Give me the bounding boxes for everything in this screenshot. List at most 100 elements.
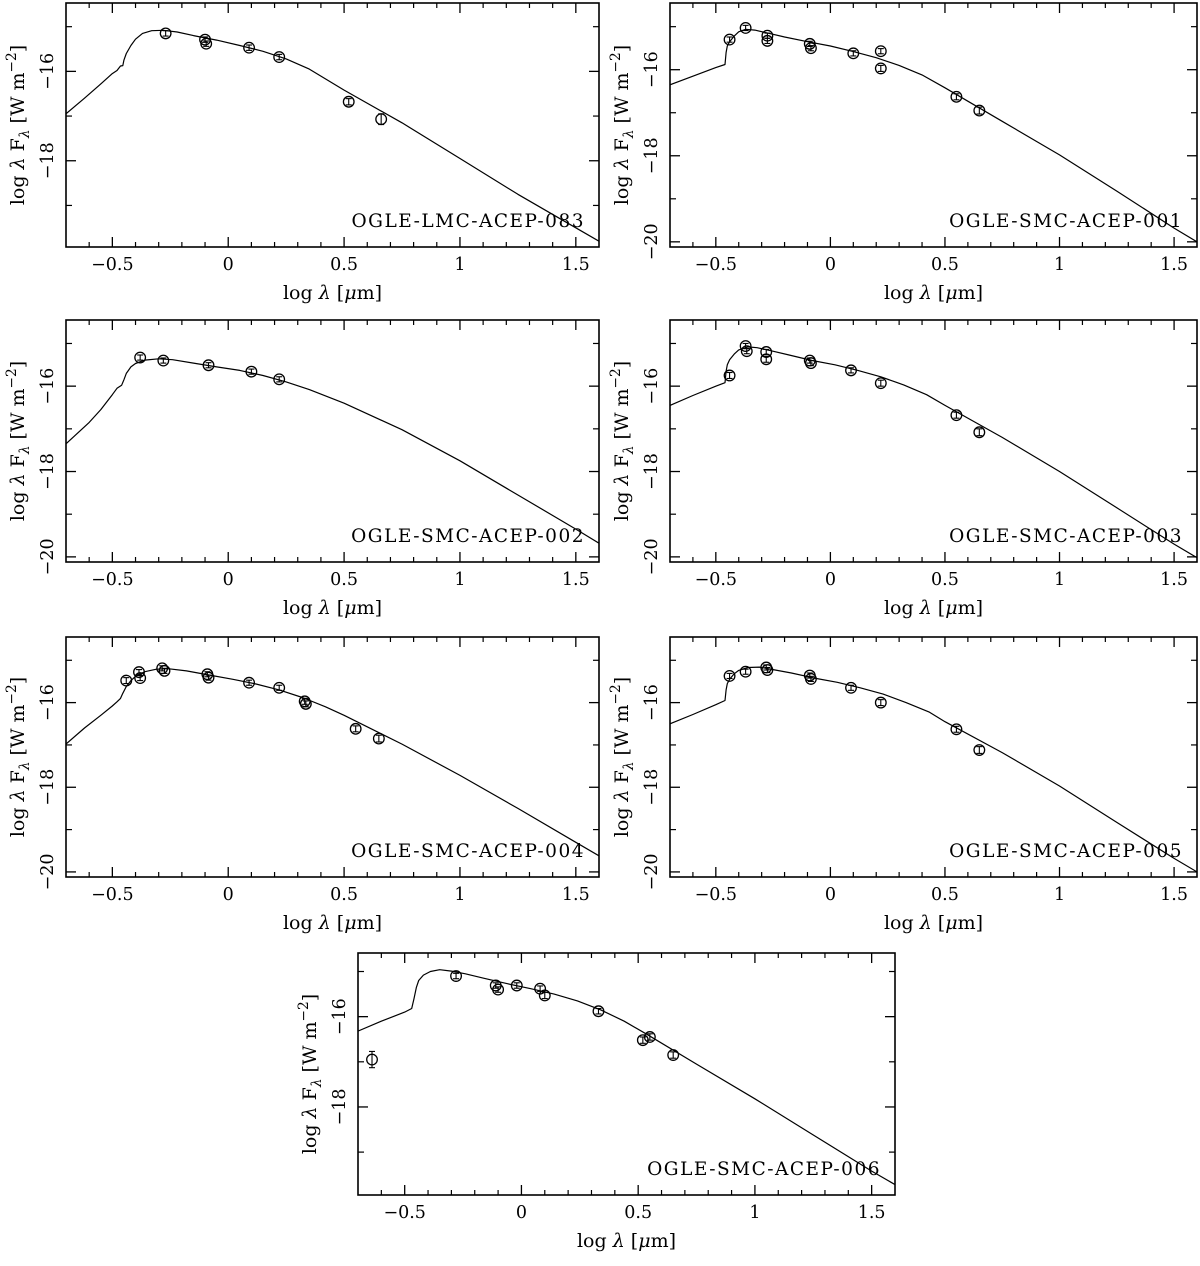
x-tick-label: 1: [1054, 885, 1065, 905]
x-tick-label: 0: [223, 255, 234, 275]
photometry-point: [804, 42, 817, 55]
photometry-point: [538, 989, 551, 1002]
data-point-circle: [134, 351, 147, 364]
data-point-circle: [723, 33, 736, 46]
photometry-point: [243, 41, 256, 54]
data-point-circle: [366, 1053, 378, 1066]
y-tick-label: −20: [38, 853, 58, 890]
photometry-point: [375, 113, 388, 126]
data-point-circle: [592, 1005, 605, 1018]
y-tick-label: −18: [38, 769, 58, 806]
panel-ogle-smc-acep-003: −0.5 0 0.5 1 1.5 −16 −18 −20 OGLE-SMC-ACEP-003 lo…: [608, 319, 1198, 619]
photometry-point: [874, 377, 887, 390]
photometry-point: [803, 37, 816, 50]
y-axis-label: log λ Fλ [W m−2]: [608, 361, 637, 521]
photometry-point: [202, 671, 215, 684]
plot-frame: [669, 636, 1198, 878]
x-tick-label: 1.5: [1160, 570, 1188, 590]
y-tick-label: −20: [38, 538, 58, 575]
plot-frame: [669, 2, 1198, 248]
photometry-point: [874, 696, 887, 709]
x-tick-label: 0.5: [330, 570, 358, 590]
data-point-circle: [349, 722, 362, 735]
x-axis-label: log λ [μm]: [884, 912, 983, 934]
y-axis-label: log λ Fλ [W m−2]: [608, 45, 637, 205]
photometry-point: [845, 681, 857, 694]
panel-title: OGLE-SMC-ACEP-001: [949, 211, 1183, 232]
y-tick-label: −20: [642, 853, 662, 890]
y-tick-label: −16: [38, 53, 58, 90]
x-tick-label: 0: [825, 570, 836, 590]
photometry-point: [973, 426, 986, 439]
x-tick-label: 1: [454, 255, 465, 275]
x-axis-label: log λ [μm]: [283, 597, 382, 619]
y-tick-label: −18: [642, 453, 662, 490]
photometry-point: [157, 354, 170, 367]
photometry-point: [874, 45, 887, 58]
x-tick-label: 1.5: [562, 255, 590, 275]
panel-title: OGLE-SMC-ACEP-006: [647, 1159, 881, 1180]
data-point-circle: [372, 732, 385, 745]
photometry-point: [667, 1049, 680, 1061]
data-point-circle: [243, 676, 256, 689]
y-axis-label: log λ Fλ [W m−2]: [4, 361, 33, 521]
y-tick-label: −16: [38, 368, 58, 405]
model-sed-curve: [670, 28, 1197, 243]
x-tick-label: −0.5: [695, 570, 738, 590]
x-tick-label: 1.5: [1160, 885, 1188, 905]
data-point-circle: [667, 1049, 680, 1061]
data-point-circle: [739, 340, 752, 352]
x-tick-label: −0.5: [91, 885, 134, 905]
data-point-circle: [760, 353, 773, 366]
model-sed-curve: [670, 666, 1197, 873]
x-tick-label: 1: [454, 570, 465, 590]
photometry-point: [120, 674, 133, 687]
x-tick-label: 0: [825, 885, 836, 905]
plot-frame: [669, 319, 1198, 563]
data-point-circle: [202, 359, 215, 372]
x-tick-label: 1: [454, 885, 465, 905]
x-axis-label: log λ [μm]: [577, 1230, 676, 1252]
panel-ogle-smc-acep-004: −0.5 0 0.5 1 1.5 −16 −18 −20 OGLE-SMC-ACEP-004 lo…: [4, 636, 600, 934]
y-tick-label: −18: [38, 142, 58, 179]
photometry-point: [366, 1050, 378, 1069]
panel-title: OGLE-SMC-ACEP-004: [351, 841, 585, 862]
photometry-point: [245, 365, 258, 378]
photometry-point: [133, 666, 145, 679]
x-axis-label: log λ [μm]: [884, 282, 983, 304]
data-point-circle: [723, 669, 736, 682]
data-point-circle: [874, 377, 887, 390]
data-point-circle: [739, 665, 752, 678]
photometry-point: [200, 37, 213, 50]
photometry-point: [273, 51, 286, 64]
photometry-point: [273, 681, 286, 694]
photometry-point: [158, 664, 171, 677]
photometry-point: [134, 672, 147, 685]
data-point-circle: [273, 373, 286, 386]
data-point-circle: [200, 37, 213, 50]
x-tick-label: 0.5: [931, 255, 959, 275]
data-point-circle: [804, 357, 817, 370]
panel-title: OGLE-SMC-ACEP-003: [949, 526, 1183, 547]
photometry-point: [134, 351, 147, 364]
photometry-point: [761, 34, 774, 47]
photometry-point: [950, 409, 963, 422]
data-point-circle: [973, 426, 986, 439]
data-point-circle: [245, 365, 258, 378]
data-point-circle: [133, 666, 145, 679]
y-tick-label: −20: [642, 223, 662, 260]
x-tick-label: 0.5: [330, 885, 358, 905]
panel-ogle-smc-acep-001: −0.5 0 0.5 1 1.5 −16 −18 −20 OGLE-SMC-ACEP-001 lo…: [608, 2, 1198, 304]
data-point-circle: [845, 681, 857, 694]
photometry-point: [973, 104, 986, 117]
data-point-circle: [723, 369, 736, 382]
data-point-circle: [761, 34, 774, 47]
data-point-circle: [874, 45, 887, 58]
y-tick-label: −18: [642, 137, 662, 174]
data-point-circle: [804, 42, 817, 55]
data-point-circle: [740, 345, 753, 358]
x-tick-label: 0.5: [931, 885, 959, 905]
photometry-point: [804, 357, 817, 370]
